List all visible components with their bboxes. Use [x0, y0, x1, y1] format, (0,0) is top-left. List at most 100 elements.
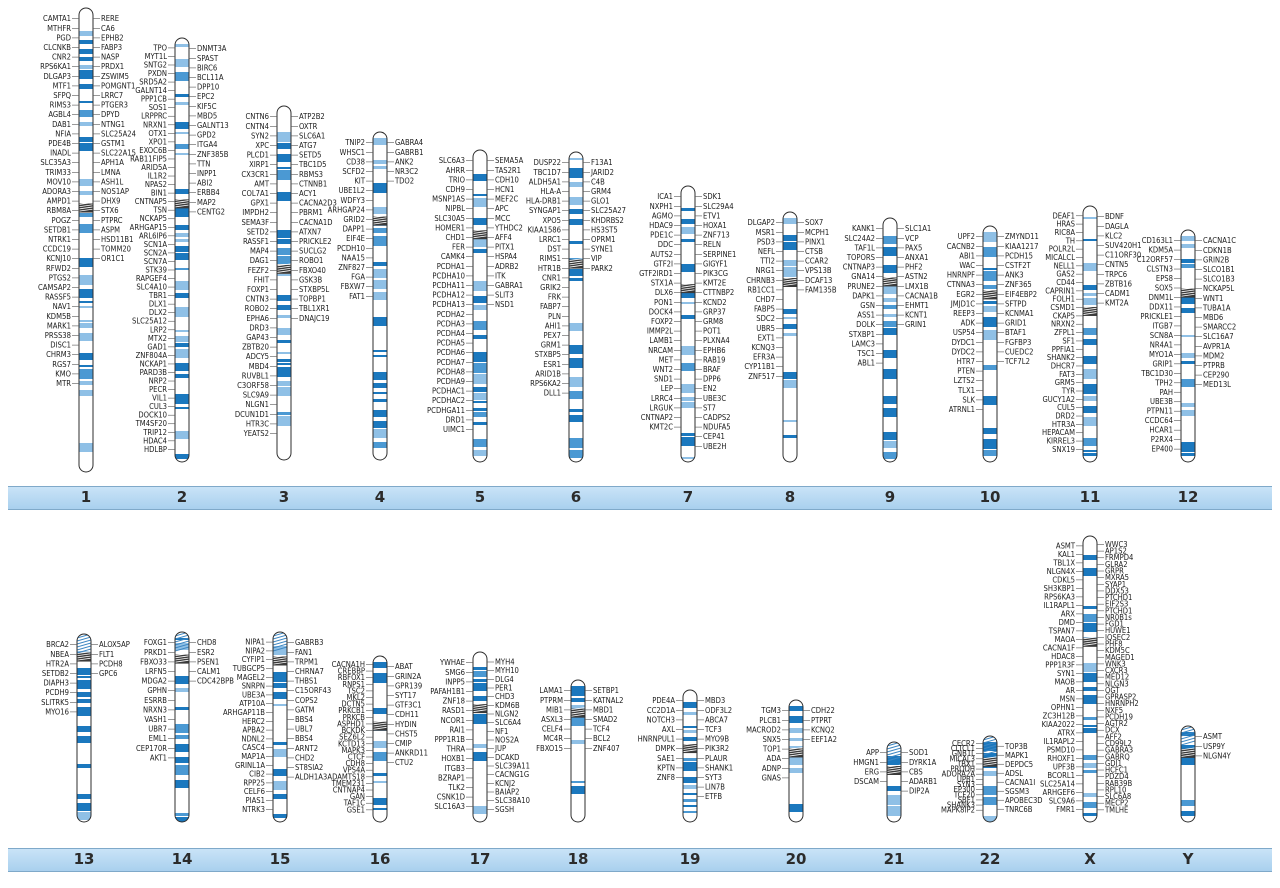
gene-label: CCAR2	[805, 257, 828, 266]
gene-label: MCPH1	[805, 228, 829, 237]
gene-label: LZTS2	[954, 376, 975, 385]
gene-label: PTGER3	[101, 101, 128, 110]
gene-label: KCNJ2	[495, 779, 515, 788]
gene-label: CUL5	[1057, 403, 1075, 412]
gene-label: SHANK2	[1047, 353, 1075, 362]
gene-label: VIP	[591, 254, 602, 263]
gene-label: CDH11	[395, 710, 419, 719]
gene-label: SOX7	[805, 218, 823, 227]
gene-label: HRAS	[1056, 220, 1075, 229]
gene-label: GRP37	[703, 307, 726, 316]
gene-label: PCDH9	[45, 688, 69, 697]
gene-label: CLCNKB	[43, 43, 71, 52]
gene-label: LRPPRC	[141, 112, 167, 121]
gene-label: BRAF	[703, 365, 721, 374]
gene-label: EIF4E	[346, 234, 365, 243]
gene-label: MYO9B	[705, 735, 729, 744]
gene-label: RPS6KA2	[530, 379, 561, 388]
gene-label: C15ORF43	[295, 686, 331, 695]
gene-label: HOXB1	[441, 754, 465, 763]
gene-label: CNTN6	[245, 112, 269, 121]
gene-label: ADORA2A	[942, 770, 976, 779]
gene-label: PSD3	[757, 237, 775, 246]
gene-label: CECR2	[952, 739, 975, 748]
gene-label: DDX11	[1149, 302, 1173, 311]
gene-label: GRM4	[591, 187, 611, 196]
gene-label: MAPK1	[1005, 751, 1029, 760]
gene-label: LMX1B	[905, 282, 929, 291]
gene-label: SRD5A2	[139, 78, 167, 87]
gene-label: CTU2	[395, 758, 413, 767]
gene-label: FLT1	[99, 650, 114, 659]
gene-label: CHRNB3	[746, 276, 775, 285]
gene-label: MARK1	[47, 321, 71, 330]
gene-label: ABAT	[395, 662, 413, 671]
gene-label: LMNA	[101, 168, 121, 177]
gene-label: PCDHA10	[432, 271, 465, 280]
gene-label: CACNA1F	[1043, 643, 1075, 652]
gene-label: ALDH1A3	[295, 773, 327, 782]
gene-label: MBD1	[593, 705, 613, 714]
row2-label-band	[8, 848, 1272, 872]
gene-label: PRSS38	[45, 331, 71, 340]
gene-label: CUEDC2	[1005, 347, 1033, 356]
gene-label: BDNF	[1105, 212, 1124, 221]
gene-label: KATNAL2	[593, 696, 624, 705]
gene-label: ANK2	[395, 157, 414, 166]
gene-label: KAL1	[1058, 550, 1075, 559]
gene-label: SHANK3	[947, 801, 975, 810]
chromosome-X: ASMTKAL1TBL1XNLGN4XCDKL5SH3KBP1RPS6KA3IL…	[1040, 535, 1139, 823]
gene-label: IL1RAPL1	[1043, 601, 1075, 610]
chromosome-number-2: 2	[176, 488, 188, 506]
gene-label: PBRM1	[299, 208, 323, 217]
gene-label: GABRQ	[1105, 752, 1130, 761]
gene-label: SLC38A10	[495, 796, 530, 805]
gene-label: ZMYND11	[1005, 232, 1039, 241]
gene-label: ABI2	[197, 179, 213, 188]
gene-label: GPC6	[99, 669, 118, 678]
gene-label: HSPA4	[495, 252, 517, 261]
gene-label: TCF3	[704, 725, 722, 734]
gene-label: BAIAP2	[495, 788, 520, 797]
gene-label: GLRA2	[1105, 560, 1128, 569]
gene-label: VPS4A	[343, 766, 365, 775]
gene-label: FBXO40	[299, 266, 326, 275]
gene-label: POT1	[703, 327, 721, 336]
gene-label: PCDHA8	[437, 367, 465, 376]
gene-label: GIGYF1	[703, 259, 728, 268]
gene-label: NDUFA5	[703, 423, 731, 432]
gene-label: UBL7	[295, 725, 313, 734]
gene-label: TLX1	[957, 386, 975, 395]
gene-label: PDE4B	[48, 139, 71, 148]
gene-label: NR0B1s	[1105, 613, 1132, 622]
gene-label: MACROD2	[746, 725, 781, 734]
gene-label: RBMS3	[299, 170, 323, 179]
gene-label: GABRA3	[1105, 746, 1133, 755]
gene-label: CDKN1B	[1203, 246, 1232, 255]
gene-label: TM4SF20	[135, 419, 167, 428]
gene-label: ADARB1	[909, 777, 937, 786]
gene-label: CNTNAP2	[641, 413, 673, 422]
gene-label: TNIP2	[344, 138, 365, 147]
gene-label: C4B	[591, 177, 605, 186]
gene-label: NRXN1	[143, 120, 167, 129]
gene-label: HOXA1	[703, 221, 727, 230]
gene-label: MECP2	[1105, 799, 1128, 808]
gene-label: GATM	[295, 705, 315, 714]
gene-label: ATP2B2	[299, 112, 325, 121]
chromosome-6: DUSP22TBC1D7ALDH5A1HLA-AHLA-DRB1SYNGAP1X…	[526, 151, 626, 463]
gene-label: INPP5	[445, 677, 465, 686]
gene-label: TRPM1	[294, 657, 318, 666]
gene-label: MED12	[1105, 673, 1129, 682]
gene-label: NCOR1	[441, 716, 465, 725]
gene-label: KCND2	[703, 298, 727, 307]
gene-label: PPFIA1	[1052, 345, 1075, 354]
gene-label: SETD5	[299, 151, 321, 160]
gene-label: AUTS2	[650, 250, 673, 259]
gene-label: SERPINE1	[703, 250, 736, 259]
gene-label: NCKAP5	[140, 214, 167, 223]
chromosome-number-17: 17	[469, 850, 491, 868]
gene-label: GNB1L	[952, 749, 975, 758]
gene-label: GABRB3	[295, 638, 323, 647]
